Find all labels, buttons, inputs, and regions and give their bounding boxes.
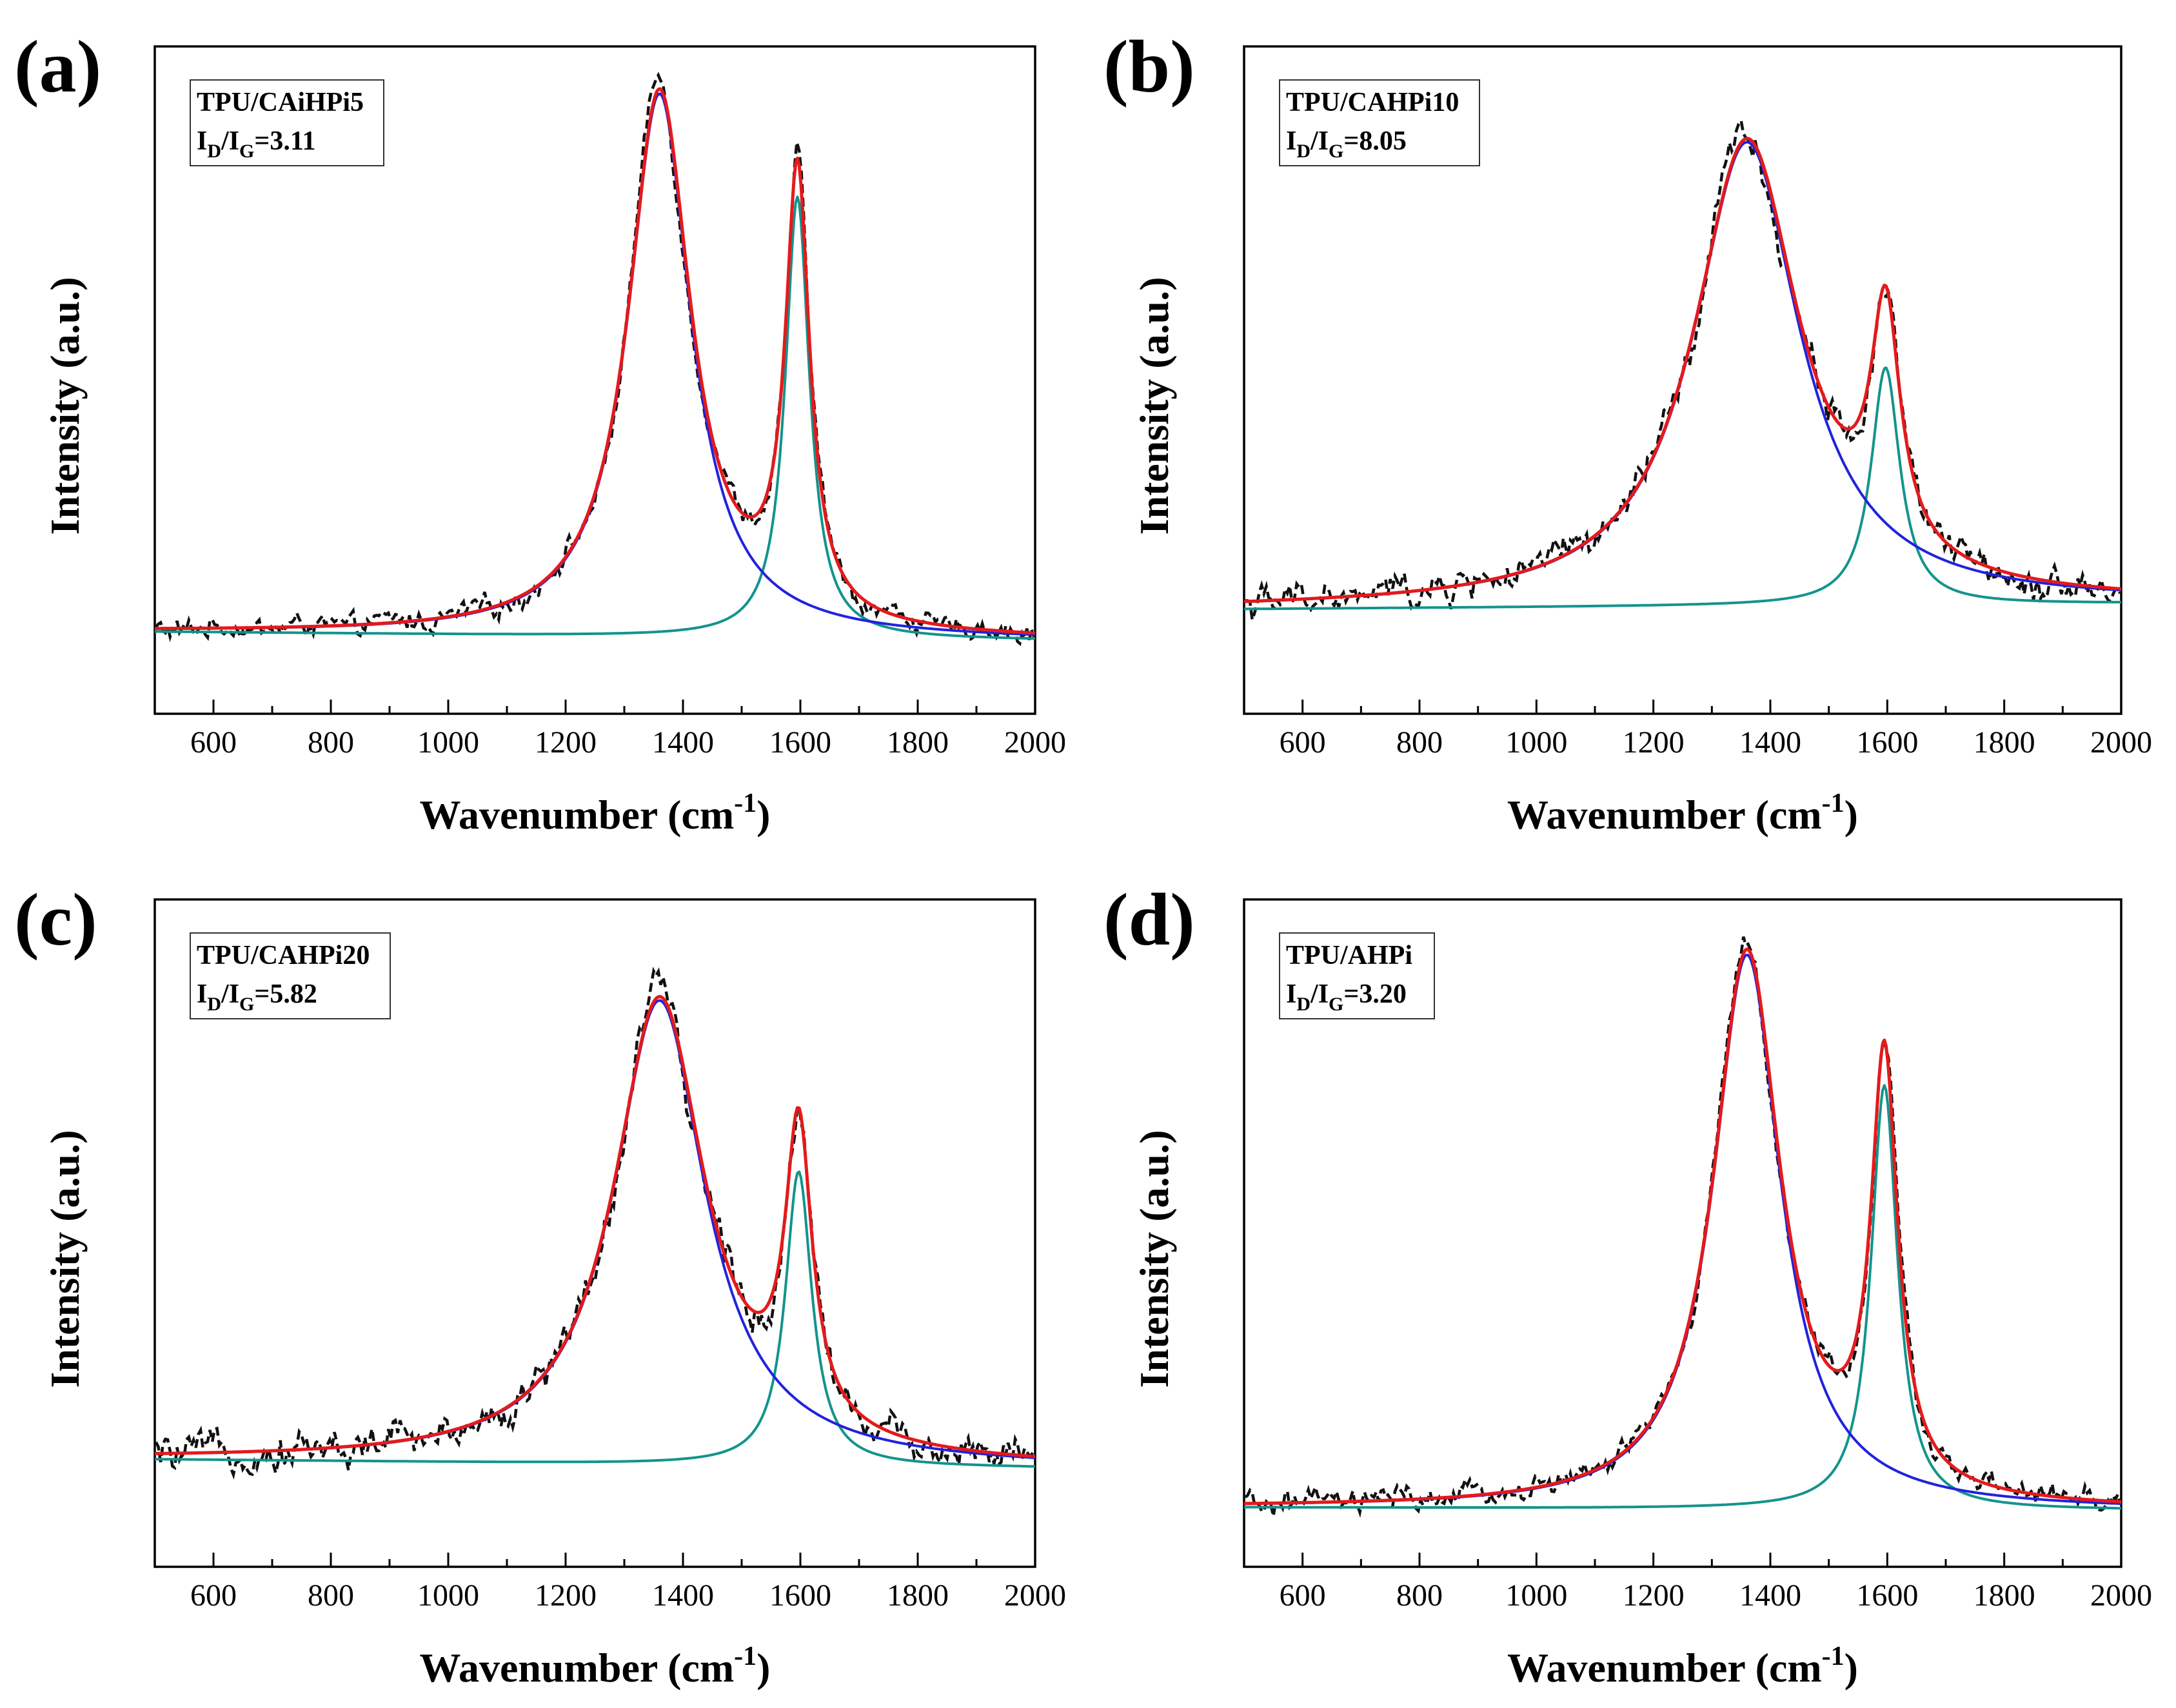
experimental-series (155, 72, 1035, 647)
x-tick-label: 1600 (769, 1578, 831, 1613)
y-axis-title: Intensity (a.u.) (1131, 277, 1177, 535)
x-tick-label: 1800 (887, 1578, 949, 1613)
x-tick-label: 2000 (1004, 1578, 1066, 1613)
panel-2: (b) 600 800 1000 1200 1400 1600 1800 2000 Wavenum… (1103, 26, 2152, 838)
g-band-series (155, 195, 1035, 640)
x-tick-label: 1200 (535, 725, 597, 760)
panel-label: (d) (1103, 879, 1195, 961)
y-axis-title: Intensity (a.u.) (42, 1130, 88, 1388)
x-tick-label: 600 (1280, 725, 1326, 760)
panel-4: (d) 600 800 1000 1200 1400 1600 1800 2000 Wavenum… (1103, 879, 2152, 1691)
x-tick-label: 2000 (2090, 1578, 2152, 1613)
g-band-series (1244, 1084, 2121, 1510)
x-tick-label: 800 (308, 1578, 354, 1613)
sample-label: TPU/CAiHPi5 (197, 88, 364, 117)
d-band-series (1244, 954, 2121, 1506)
x-tick-label: 600 (1280, 1578, 1326, 1613)
d-band-series (155, 92, 1035, 636)
plot-frame (1243, 898, 2122, 1568)
x-axis-title: Wavenumber (cm-1) (1507, 1642, 1858, 1691)
sample-label: TPU/AHPi (1286, 941, 1412, 970)
legend-box (1279, 79, 1480, 166)
g-band-series (1244, 366, 2121, 611)
fit-series (1244, 137, 2121, 604)
y-axis-title: Intensity (a.u.) (1131, 1130, 1177, 1388)
x-tick-label: 1200 (535, 1578, 597, 1613)
x-tick-label: 1000 (1505, 1578, 1567, 1613)
panel-label: (b) (1103, 26, 1195, 108)
plot-frame (1243, 45, 2122, 715)
panel-3: (c) 600 800 1000 1200 1400 1600 1800 2000 Wavenum… (14, 879, 1066, 1691)
x-axis-title: Wavenumber (cm-1) (420, 1642, 771, 1691)
panel-1: (a) 600 800 1000 1200 1400 1600 1800 2000 Wavenum… (14, 26, 1066, 838)
x-tick-label: 800 (1396, 1578, 1443, 1613)
plot-frame (153, 898, 1036, 1568)
g-band-series (155, 1170, 1035, 1468)
intensity-ratio: ID/IG=3.11 (197, 126, 316, 162)
legend-box (1279, 932, 1435, 1019)
intensity-ratio: ID/IG=3.20 (1286, 979, 1407, 1015)
experimental-series (155, 967, 1035, 1480)
sample-label: TPU/CAHPi20 (197, 941, 370, 970)
x-tick-label: 1800 (1973, 725, 2035, 760)
x-tick-label: 800 (1396, 725, 1443, 760)
x-tick-label: 1800 (1973, 1578, 2035, 1613)
sample-label: TPU/CAHPi10 (1286, 88, 1459, 117)
y-axis-title: Intensity (a.u.) (42, 277, 88, 535)
x-tick-label: 600 (190, 725, 237, 760)
x-tick-label: 1000 (1505, 725, 1567, 760)
panel-label: (c) (14, 879, 97, 961)
x-tick-label: 1000 (417, 725, 479, 760)
x-tick-label: 1800 (887, 725, 949, 760)
x-tick-label: 1600 (1856, 1578, 1918, 1613)
legend-box (190, 932, 391, 1019)
intensity-ratio: ID/IG=8.05 (1286, 126, 1407, 162)
d-band-series (155, 999, 1035, 1459)
x-tick-label: 2000 (2090, 725, 2152, 760)
x-axis-title: Wavenumber (cm-1) (1507, 789, 1858, 838)
legend-box (190, 79, 384, 166)
x-tick-label: 1400 (1739, 1578, 1801, 1613)
fit-series (155, 87, 1035, 635)
x-tick-label: 1200 (1623, 1578, 1685, 1613)
x-tick-label: 1400 (652, 1578, 714, 1613)
x-tick-label: 1600 (769, 725, 831, 760)
x-tick-label: 800 (308, 725, 354, 760)
x-tick-label: 600 (190, 1578, 237, 1613)
fit-series (155, 995, 1035, 1458)
fit-series (1244, 947, 2121, 1506)
x-tick-label: 2000 (1004, 725, 1066, 760)
x-tick-label: 1400 (1739, 725, 1801, 760)
x-tick-label: 1200 (1623, 725, 1685, 760)
intensity-ratio: ID/IG=5.82 (197, 979, 317, 1015)
plot-frame (153, 45, 1036, 715)
panel-label: (a) (14, 26, 101, 108)
x-tick-label: 1000 (417, 1578, 479, 1613)
experimental-series (1244, 936, 2121, 1518)
x-tick-label: 1600 (1856, 725, 1918, 760)
x-tick-label: 1400 (652, 725, 714, 760)
x-axis-title: Wavenumber (cm-1) (420, 789, 771, 838)
